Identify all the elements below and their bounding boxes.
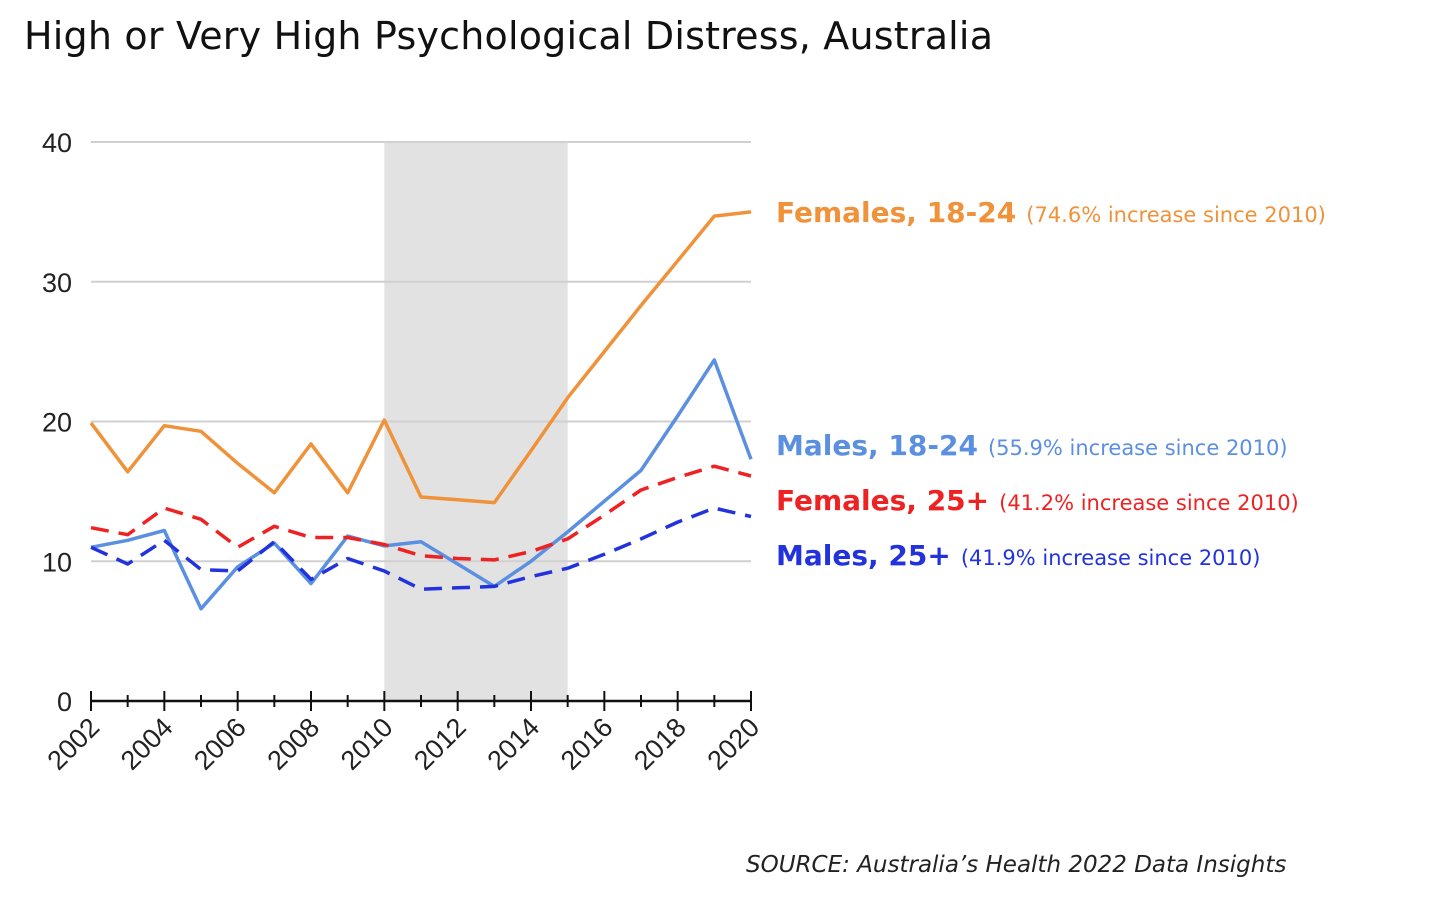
series-name: Males, 25+ (776, 539, 951, 572)
series-line (90, 464, 752, 562)
series-label: Females, 18-24 (74.6% increase since 2010… (776, 196, 1326, 229)
series-note: (74.6% increase since 2010) (1026, 203, 1326, 227)
gridlines (91, 141, 751, 563)
series-label: Females, 25+ (41.2% increase since 2010) (776, 484, 1299, 517)
series-note: (41.9% increase since 2010) (961, 546, 1261, 570)
series-label: Males, 25+ (41.9% increase since 2010) (776, 539, 1260, 572)
x-tick-label: 2016 (555, 712, 619, 776)
x-axis-labels: 2002 2004 2006 2008 2010 2012 2014 2016 2018 2020 (42, 712, 766, 776)
series-line (90, 506, 752, 591)
x-tick-label: 2010 (335, 712, 399, 776)
x-tick-label: 2020 (702, 712, 766, 776)
series-line (90, 358, 753, 611)
y-tick-label: 30 (42, 268, 72, 298)
source-note: SOURCE: Australia’s Health 2022 Data Ins… (746, 852, 1287, 878)
x-tick-label: 2012 (408, 712, 472, 776)
x-tick-label: 2006 (188, 712, 252, 776)
chart-title: High or Very High Psychological Distress… (24, 14, 994, 58)
series-labels: Females, 18-24 (74.6% increase since 2010… (776, 196, 1326, 572)
x-tick-label: 2002 (42, 712, 106, 776)
y-tick-label: 20 (42, 408, 72, 438)
series-name: Males, 18-24 (776, 429, 978, 462)
x-tick-label: 2008 (262, 712, 326, 776)
y-tick-label: 0 (57, 687, 72, 717)
series-line (89, 210, 752, 505)
series-name: Females, 18-24 (776, 196, 1016, 229)
x-tick-label: 2004 (115, 712, 179, 776)
y-tick-label: 40 (42, 128, 72, 158)
series-name: Females, 25+ (776, 484, 989, 517)
x-axis (90, 691, 752, 711)
y-tick-label: 10 (42, 547, 72, 577)
series-note: (41.2% increase since 2010) (999, 491, 1299, 515)
series-lines (89, 210, 753, 611)
x-tick-label: 2018 (628, 712, 692, 776)
series-label: Males, 18-24 (55.9% increase since 2010) (776, 429, 1288, 462)
y-axis: 0 10 20 30 40 (42, 128, 72, 717)
series-note: (55.9% increase since 2010) (988, 436, 1288, 460)
x-tick-label: 2014 (482, 712, 546, 776)
